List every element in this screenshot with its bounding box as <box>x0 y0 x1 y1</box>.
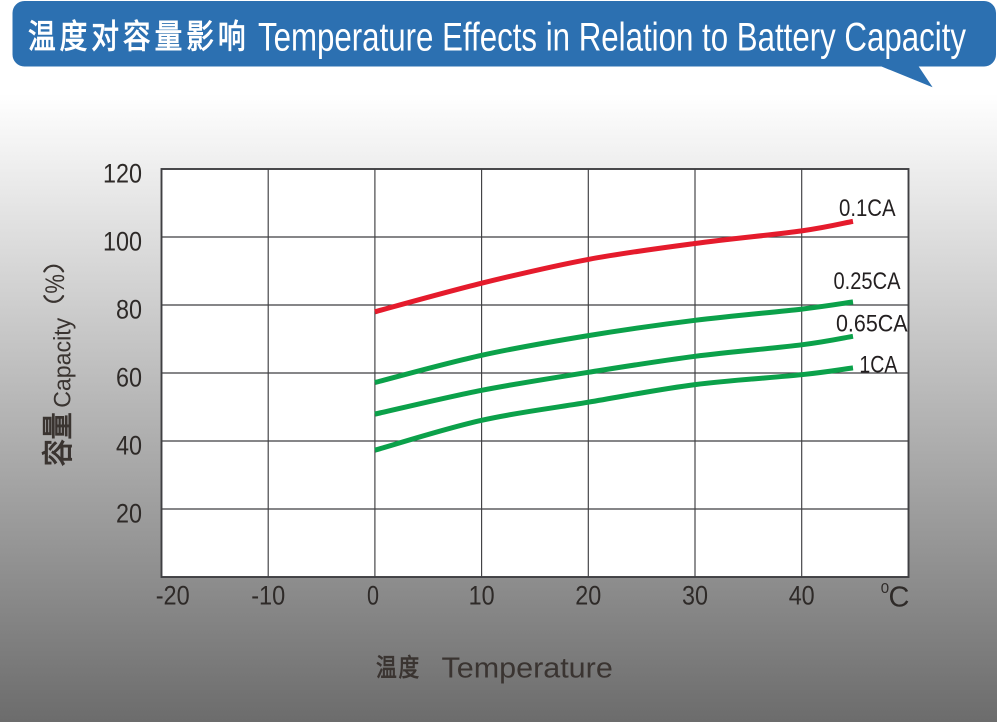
svg-text:0: 0 <box>881 580 889 597</box>
svg-text:0.25CA: 0.25CA <box>834 269 901 295</box>
svg-text:Capacity: Capacity <box>50 317 77 408</box>
svg-text:40: 40 <box>116 430 142 460</box>
svg-text:80: 80 <box>116 294 142 324</box>
svg-text:C: C <box>889 582 910 614</box>
svg-text:0: 0 <box>367 581 379 611</box>
svg-text:1CA: 1CA <box>859 352 897 378</box>
svg-text:0.65CA: 0.65CA <box>836 311 908 338</box>
svg-text:0.1CA: 0.1CA <box>839 196 896 222</box>
svg-text:20: 20 <box>116 498 142 528</box>
svg-text:%: % <box>41 274 70 294</box>
svg-text:Temperature Effects in Relatio: Temperature Effects in Relation to Batte… <box>258 16 966 60</box>
svg-text:10: 10 <box>469 581 495 611</box>
svg-text:-20: -20 <box>156 581 190 611</box>
svg-text:120: 120 <box>103 158 142 188</box>
svg-text:100: 100 <box>103 226 142 256</box>
svg-text:Temperature: Temperature <box>442 652 613 684</box>
svg-text:30: 30 <box>682 581 708 611</box>
svg-text:60: 60 <box>116 362 142 392</box>
svg-text:20: 20 <box>575 581 601 611</box>
svg-text:40: 40 <box>789 581 815 611</box>
svg-text:-10: -10 <box>251 581 285 611</box>
